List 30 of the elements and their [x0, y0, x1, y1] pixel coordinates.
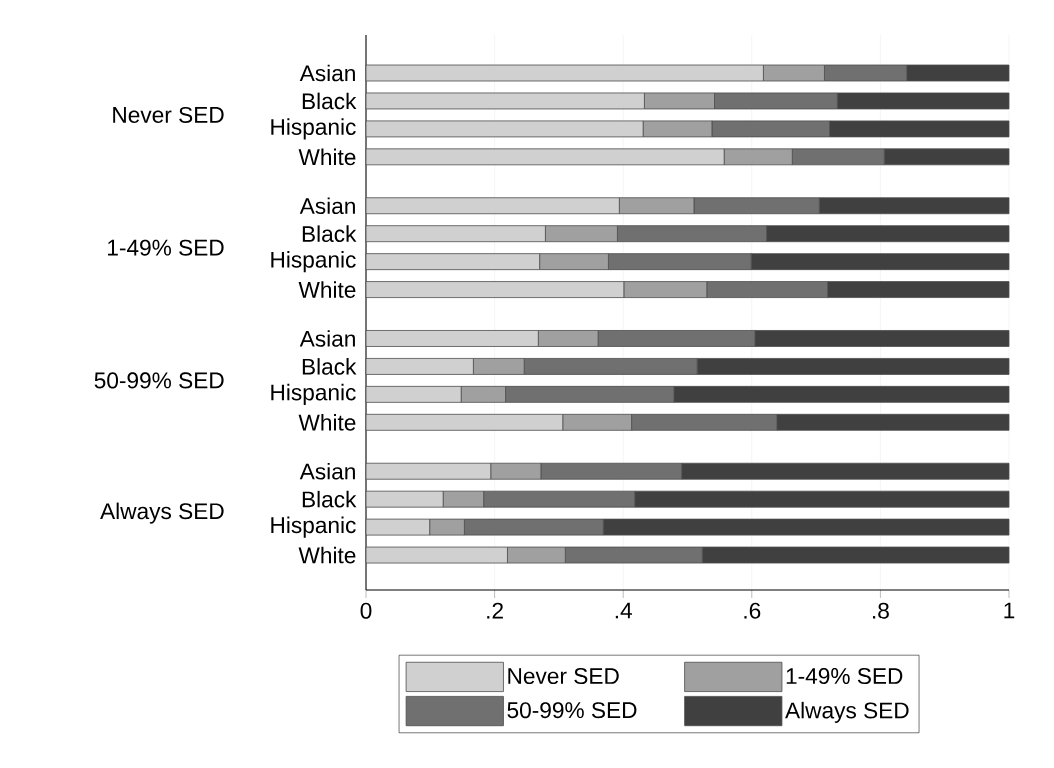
x-tick-label: .2: [487, 602, 503, 619]
y-tick-label: Black: [302, 92, 357, 110]
y-tick-label: Hispanic: [271, 516, 356, 538]
y-tick-label: Hispanic: [271, 251, 356, 273]
y-tick-label: Black: [302, 225, 357, 243]
x-tick-label: .6: [744, 602, 761, 619]
text: 1-49% SED: [108, 239, 224, 256]
y-tick-label: Hispanic: [271, 118, 356, 140]
y-tick-label: White: [298, 281, 356, 298]
x-tick-label: .4: [615, 602, 632, 619]
legend-label: Never SED: [508, 668, 619, 685]
legend-label: 50-99% SED: [507, 702, 637, 719]
y-tick-label: Black: [302, 490, 357, 508]
y-tick-label: Asian: [299, 197, 355, 215]
x-tick-label: .8: [873, 602, 889, 619]
x-tick-label: 0: [360, 602, 372, 619]
text: 50-99% SED: [94, 372, 224, 389]
x-tick-label: 1: [1004, 602, 1015, 619]
text: Always SED: [100, 502, 224, 524]
text: Never SED: [113, 106, 224, 123]
y-tick-label: Asian: [299, 462, 355, 480]
y-tick-label: Black: [302, 358, 357, 375]
y-tick-label: Hispanic: [271, 383, 356, 405]
legend-label: Always SED: [785, 701, 909, 723]
y-tick-label: Asian: [299, 64, 355, 82]
y-tick-label: White: [298, 414, 356, 431]
legend-label: 1-49% SED: [786, 668, 903, 685]
y-tick-label: White: [298, 148, 356, 166]
y-tick-label: White: [298, 546, 356, 564]
y-tick-label: Asian: [299, 330, 355, 347]
